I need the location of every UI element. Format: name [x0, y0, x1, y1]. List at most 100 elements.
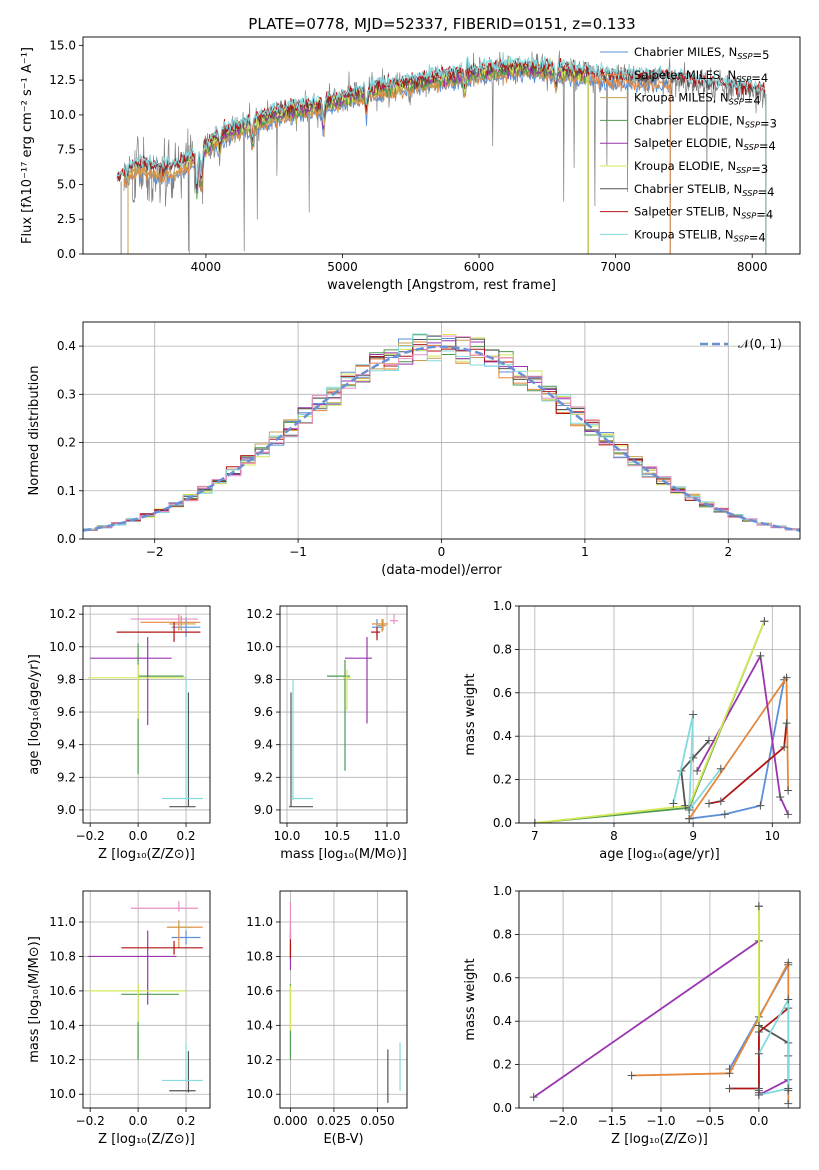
errorbar-point [121, 985, 179, 1060]
data-point-marker [685, 805, 694, 814]
x-tick-label: 4000 [191, 260, 222, 274]
plot-area [289, 614, 398, 808]
x-tick-label: 11.0 [374, 829, 401, 843]
errorbar-point [372, 619, 388, 631]
data-point-marker [716, 797, 725, 806]
y-tick-label: 7.5 [57, 143, 76, 157]
histogram-step [83, 333, 800, 530]
x-tick-label: 0.025 [317, 1114, 351, 1128]
legend-label: Chabrier MILES, NSSP=5 [634, 45, 769, 62]
y-tick-label: 0.4 [493, 729, 512, 743]
y-tick-label: 0.1 [57, 484, 76, 498]
x-tick-label: −0.2 [76, 1114, 105, 1128]
figure-title: PLATE=0778, MJD=52337, FIBERID=0151, z=0… [248, 15, 635, 33]
y-tick-label: 0.2 [493, 773, 512, 787]
x-tick-label: 9 [689, 829, 697, 843]
axes-frame [518, 605, 801, 824]
x-tick-label: −2.0 [548, 1114, 577, 1128]
errorbar-point [130, 614, 199, 626]
plot-area [116, 50, 767, 254]
y-tick-label: 2.5 [57, 212, 76, 226]
y-tick-label: 1.0 [493, 884, 512, 898]
data-point-marker [784, 1099, 793, 1108]
y-tick-label: 10.8 [246, 949, 273, 963]
data-point-marker [784, 786, 793, 795]
y-tick-label: 12.5 [49, 73, 76, 87]
grid [280, 606, 407, 823]
mass-weight-line [680, 739, 710, 806]
y-tick-label: 0.4 [493, 1014, 512, 1028]
data-point-marker [784, 995, 793, 1004]
x-tick-label: 0.0 [129, 829, 148, 843]
y-tick-label: 10.2 [49, 1053, 76, 1067]
panel-age-mass: 10.0 10.5 11.0 9.0 9.2 9.4 9.6 9.8 10.0 10.2 mass … [246, 605, 408, 862]
y-tick-label: 9.8 [254, 672, 273, 686]
axes-frame [518, 890, 801, 1109]
y-tick-label: 9.2 [254, 770, 273, 784]
x-axis-label: Z [log₁₀(Z/Z⊙)] [611, 1132, 708, 1147]
errorbar-point [343, 669, 351, 711]
mass-weight-line [708, 723, 788, 805]
x-tick-label: −1 [289, 545, 307, 559]
data-point-marker [530, 819, 539, 823]
data-point-marker [782, 673, 791, 682]
errorbar-point [169, 615, 196, 631]
data-point-marker [760, 617, 769, 626]
errorbar-point [140, 614, 201, 631]
y-tick-label: 0.0 [57, 247, 76, 261]
y-tick-label: 9.4 [57, 738, 76, 752]
errorbar-point [87, 930, 177, 1005]
y-tick-label: 9.4 [254, 738, 273, 752]
plot-area [87, 614, 203, 808]
mass-weight-line [729, 1007, 789, 1090]
data-point-marker [627, 1071, 636, 1080]
y-axis-label: mass weight [463, 958, 478, 1040]
grid [83, 891, 210, 1108]
x-tick-label: 0.000 [273, 1114, 307, 1128]
y-tick-label: 9.6 [254, 705, 273, 719]
y-tick-label: 9.2 [57, 770, 76, 784]
errorbar-point [289, 692, 313, 808]
x-tick-label: 0 [438, 545, 446, 559]
errorbar-point [390, 614, 398, 624]
errorbar-point [87, 664, 187, 719]
errorbar-point [116, 622, 201, 642]
y-axis-label: Flux [fλ10⁻¹⁷ erg cm⁻² s⁻¹ A⁻¹] [20, 47, 35, 244]
y-tick-label: 10.0 [49, 640, 76, 654]
errorbar-point [137, 643, 184, 775]
x-tick-label: 0.2 [176, 829, 195, 843]
y-tick-label: 0.0 [493, 816, 512, 830]
data-point-marker [754, 902, 763, 911]
legend-label: Kroupa MILES, NSSP=4 [634, 91, 761, 108]
x-tick-label: 10.5 [324, 829, 351, 843]
legend-label: Salpeter STELIB, NSSP=4 [634, 205, 773, 222]
data-point-marker [754, 1090, 763, 1099]
axes-frame [279, 605, 408, 824]
y-tick-label: 10.2 [246, 607, 273, 621]
x-axis-label: Z [log₁₀(Z/Z⊙)] [98, 847, 195, 862]
legend: Chabrier MILES, NSSP=5 Salpeter MILES, NS… [600, 45, 777, 244]
panel-mass-weight-z: −2.0 −1.5 −1.0 −0.5 0.0 0.0 0.2 0.4 0.6 0.8 1.0 Z [… [463, 884, 801, 1147]
legend-label: 𝒩(0, 1) [738, 337, 782, 351]
x-tick-label: 8000 [737, 260, 768, 274]
x-tick-label: 8 [610, 829, 618, 843]
data-point-marker [693, 766, 702, 775]
model-line [123, 62, 589, 195]
y-tick-label: 9.6 [57, 705, 76, 719]
mass-weight-line [758, 999, 790, 1096]
legend-label: Kroupa ELODIE, NSSP=3 [634, 159, 768, 176]
x-tick-label: 7000 [600, 260, 631, 274]
x-axis-label: (data-model)/error [381, 563, 502, 578]
panel-spectrum: 4000 5000 6000 7000 8000 0.0 2.5 5.0 7.5 10.0 12.5… [20, 36, 801, 293]
data-point-marker [725, 1069, 734, 1078]
data-point-marker [782, 719, 791, 728]
y-tick-label: 0.6 [493, 686, 512, 700]
y-tick-label: 0.2 [493, 1058, 512, 1072]
data-point-marker [776, 792, 785, 801]
x-axis-label: E(B-V) [323, 1132, 363, 1147]
y-tick-label: 0.8 [493, 642, 512, 656]
y-tick-label: 10.6 [49, 984, 76, 998]
x-tick-label: 0.0 [129, 1114, 148, 1128]
axes-frame [82, 36, 801, 255]
